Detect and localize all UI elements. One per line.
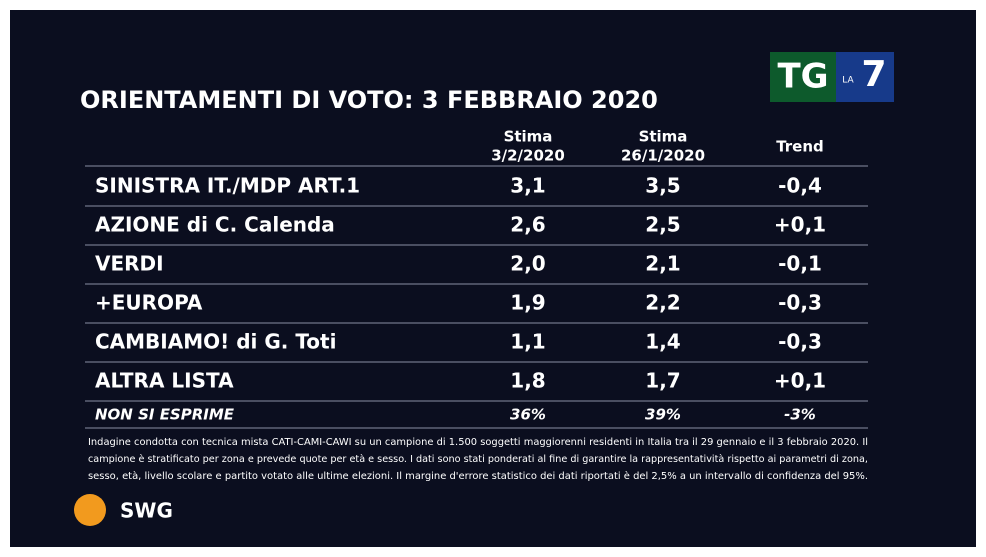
cell: 2,6 (510, 213, 545, 237)
cell: -0,3 (778, 291, 822, 315)
cell: 3,5 (645, 174, 680, 198)
cell: -0,3 (778, 330, 822, 354)
footnote: Indagine condotta con tecnica mista CATI… (88, 437, 868, 482)
row-label: SINISTRA IT./MDP ART.1 (95, 174, 360, 198)
cell: -3% (784, 406, 816, 424)
cell: 39% (645, 406, 681, 424)
source-logo-icon (74, 494, 106, 526)
row-label: ALTRA LISTA (95, 369, 234, 393)
column-header: 3/2/2020 (491, 147, 565, 165)
cell: 2,1 (645, 252, 680, 276)
row-label: VERDI (95, 252, 164, 276)
cell: -0,1 (778, 252, 822, 276)
cell: 3,1 (510, 174, 545, 198)
cell: 1,9 (510, 291, 545, 315)
logo-tg-box (770, 52, 836, 102)
row-label: CAMBIAMO! di G. Toti (95, 330, 336, 354)
cell: 1,7 (645, 369, 680, 393)
logo-la: LA (842, 76, 854, 86)
cell: 36% (510, 406, 546, 424)
cell: +0,1 (774, 369, 826, 393)
column-header: Trend (776, 138, 824, 156)
cell: 2,5 (645, 213, 680, 237)
title: ORIENTAMENTI DI VOTO: 3 FEBBRAIO 2020 (80, 86, 658, 114)
footnote-line: Indagine condotta con tecnica mista CATI… (88, 437, 868, 448)
logo-seven: 7 (861, 54, 886, 95)
row-label: AZIONE di C. Calenda (95, 213, 335, 237)
column-header: Stima (504, 128, 553, 146)
cell: -0,4 (778, 174, 822, 198)
logo-tg: TG (777, 57, 828, 97)
footnote-line: campione è stratificato per zona e preve… (88, 453, 868, 465)
cell: +0,1 (774, 213, 826, 237)
cell: 1,4 (645, 330, 680, 354)
cell: 2,2 (645, 291, 680, 315)
row-label: NON SI ESPRIME (95, 406, 235, 424)
column-header: 26/1/2020 (621, 147, 705, 165)
cell: 1,1 (510, 330, 545, 354)
cell: 2,0 (510, 252, 545, 276)
cell: 1,8 (510, 369, 545, 393)
logo-la7-box (836, 52, 894, 102)
row-label: +EUROPA (95, 291, 203, 315)
source: SWG (120, 499, 173, 523)
footnote-line: sesso, età, livello scolare e partito vo… (88, 470, 868, 482)
column-header: Stima (639, 128, 688, 146)
